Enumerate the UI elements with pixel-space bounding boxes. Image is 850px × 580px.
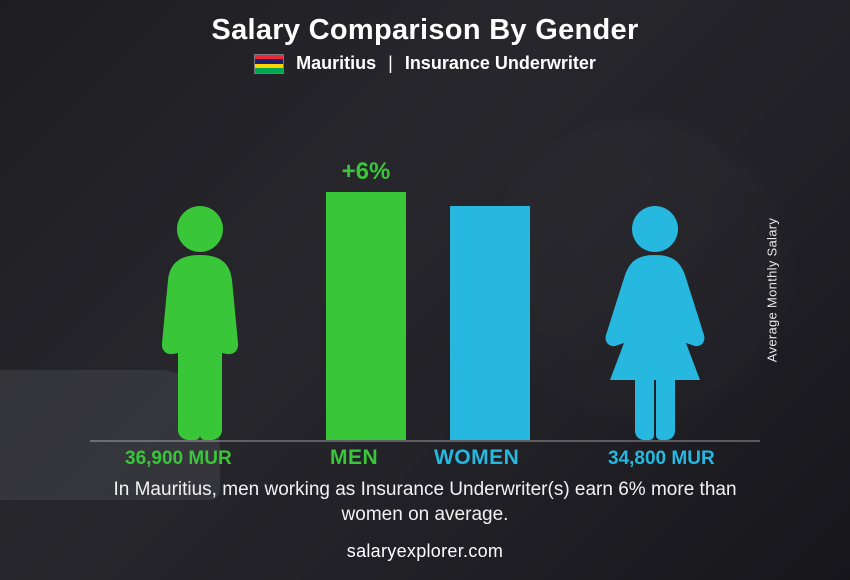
women-figure-icon [590, 205, 720, 440]
infographic-content: Salary Comparison By Gender Mauritius | … [0, 0, 850, 580]
men-bar-fill [326, 192, 406, 440]
women-gender-label: WOMEN [434, 446, 519, 470]
footer-source: salaryexplorer.com [30, 541, 820, 562]
women-bar-fill [450, 206, 530, 440]
men-figure-icon [140, 205, 260, 440]
flag-stripe [255, 68, 283, 73]
country-name: Mauritius [296, 53, 376, 74]
chart-area: +6% 36,900 MUR MEN WOMEN 34,800 MUR In M… [30, 80, 820, 570]
subtitle-row: Mauritius | Insurance Underwriter [254, 53, 596, 74]
separator: | [388, 53, 393, 74]
y-axis-label: Average Monthly Salary [764, 218, 779, 362]
page-title: Salary Comparison By Gender [211, 14, 638, 47]
pct-diff-label: +6% [306, 158, 426, 186]
women-bar [450, 206, 530, 440]
men-bar [326, 192, 406, 440]
job-title: Insurance Underwriter [405, 53, 596, 74]
women-salary-label: 34,800 MUR [608, 448, 715, 470]
summary-text: In Mauritius, men working as Insurance U… [110, 477, 740, 528]
men-salary-label: 36,900 MUR [125, 448, 232, 470]
men-gender-label: MEN [330, 446, 378, 470]
chart-baseline [90, 440, 760, 442]
mauritius-flag-icon [254, 54, 284, 74]
